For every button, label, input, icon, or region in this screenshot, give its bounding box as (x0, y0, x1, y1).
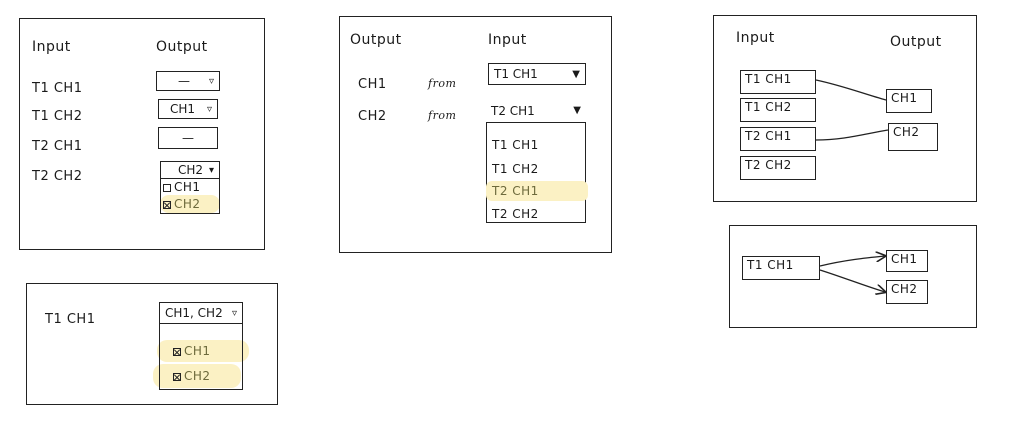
panel-wiring: Input Output T1 CH1 T1 CH2 T2 CH1 T2 CH2… (713, 15, 977, 202)
input-label: T1 CH1 (45, 312, 96, 327)
from-label: from (428, 77, 457, 90)
dropdown-value: CH1 (170, 102, 196, 116)
input-dropdown-open[interactable]: T2 CH1 ▼ (486, 99, 586, 123)
output-header: Output (890, 34, 942, 50)
input-header: Input (736, 30, 775, 46)
panel-fanout: T1 CH1 CH1 CH2 (729, 225, 977, 328)
input-label: T2 CH1 (32, 139, 83, 154)
panel-output-from-input: Output Input CH1 from T1 CH1 ▼ CH2 from … (339, 16, 612, 253)
output-node[interactable]: CH2 (886, 280, 928, 304)
checkbox-empty-icon (163, 184, 171, 192)
output-header: Output (156, 39, 208, 55)
output-label: CH1 (358, 77, 387, 92)
input-node[interactable]: T1 CH1 (742, 256, 820, 280)
checkbox-checked-icon (163, 201, 171, 209)
output-node[interactable]: CH1 (886, 89, 932, 113)
input-node[interactable]: T1 CH2 (740, 98, 816, 122)
output-dropdown[interactable]: — ▿ (156, 71, 220, 91)
output-dropdown[interactable]: — (158, 127, 218, 149)
input-node[interactable]: T1 CH1 (740, 70, 816, 94)
checkbox-checked-icon (173, 348, 181, 356)
dropdown-value: CH1, CH2 (165, 306, 223, 320)
option-label: CH1 (184, 344, 211, 358)
input-node[interactable]: T2 CH2 (740, 156, 816, 180)
dropdown-value: CH2 (178, 163, 204, 177)
multiselect-dropdown[interactable]: CH1, CH2 ▿ (159, 302, 243, 324)
dropdown-option[interactable]: CH2 (173, 369, 211, 383)
dropdown-option[interactable]: CH1 (173, 344, 211, 358)
dropdown-value: T2 CH1 (491, 103, 535, 118)
dropdown-option[interactable]: T1 CH1 (492, 138, 539, 152)
arrow-line (819, 269, 885, 292)
dropdown-option[interactable]: T1 CH2 (492, 162, 539, 176)
option-label: CH1 (174, 180, 201, 194)
connection-line (815, 129, 889, 141)
input-label: T1 CH2 (32, 109, 83, 124)
from-label: from (428, 109, 457, 122)
multiselect-frame (159, 302, 243, 390)
dropdown-option[interactable]: T2 CH2 (492, 207, 539, 221)
input-label: T2 CH2 (32, 169, 83, 184)
arrow-line (819, 256, 885, 267)
dropdown-menu (160, 178, 220, 214)
highlight (157, 340, 249, 362)
output-node[interactable]: CH1 (886, 250, 928, 272)
caret-down-icon: ▿ (231, 307, 237, 319)
connection-line (815, 79, 887, 101)
dropdown-value: T1 CH1 (494, 67, 538, 81)
dropdown-value: — (178, 74, 190, 88)
caret-down-icon: ▼ (572, 68, 580, 80)
input-header: Input (488, 32, 527, 48)
input-node[interactable]: T2 CH1 (740, 127, 816, 151)
caret-down-icon: ▾ (208, 164, 214, 176)
input-label: T1 CH1 (32, 81, 83, 96)
output-dropdown-open[interactable]: CH2 ▾ (160, 161, 220, 179)
caret-down-icon: ▿ (208, 75, 214, 87)
input-dropdown[interactable]: T1 CH1 ▼ (488, 63, 586, 85)
dropdown-option[interactable]: T2 CH1 (492, 184, 539, 198)
output-dropdown[interactable]: CH1 ▿ (158, 99, 218, 119)
highlight (160, 195, 220, 213)
option-label: CH2 (184, 369, 211, 383)
dropdown-option[interactable]: CH2 (163, 197, 201, 211)
panel-multiselect: T1 CH1 CH1, CH2 ▿ CH1 CH2 (26, 283, 278, 405)
output-header: Output (350, 32, 402, 48)
caret-down-icon: ▼ (573, 105, 581, 116)
caret-down-icon: ▿ (206, 103, 212, 115)
checkbox-checked-icon (173, 373, 181, 381)
highlight (486, 181, 588, 201)
option-label: CH2 (174, 197, 201, 211)
output-label: CH2 (358, 109, 387, 124)
input-header: Input (32, 39, 71, 55)
highlight (153, 364, 241, 388)
dropdown-option[interactable]: CH1 (163, 180, 201, 194)
panel-dropdown-per-input: Input Output T1 CH1 — ▿ T1 CH2 CH1 ▿ T2 … (19, 18, 265, 250)
output-node[interactable]: CH2 (888, 123, 938, 151)
dropdown-value: — (182, 131, 194, 145)
